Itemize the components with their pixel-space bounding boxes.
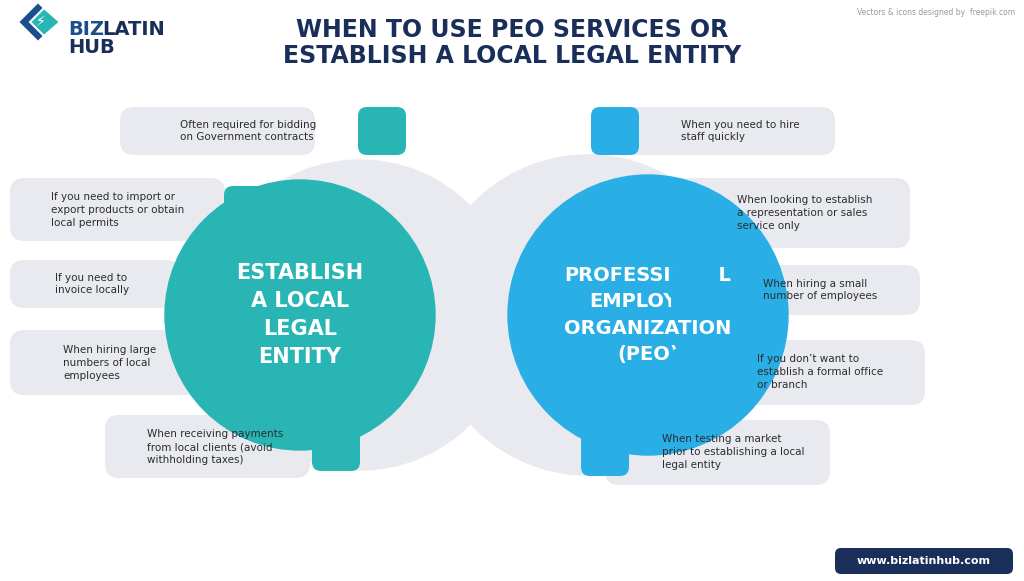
FancyBboxPatch shape xyxy=(651,189,699,237)
FancyBboxPatch shape xyxy=(671,266,719,314)
Polygon shape xyxy=(18,2,58,42)
Circle shape xyxy=(428,155,748,475)
FancyBboxPatch shape xyxy=(10,260,180,308)
Text: ESTABLISH A LOCAL LEGAL ENTITY: ESTABLISH A LOCAL LEGAL ENTITY xyxy=(283,44,741,68)
Circle shape xyxy=(508,175,788,455)
Text: HUB: HUB xyxy=(68,38,115,57)
Text: When receiving payments
from local clients (avoid
withholding taxes): When receiving payments from local clien… xyxy=(146,429,283,465)
Text: Vectors & icons designed by  freepik.com: Vectors & icons designed by freepik.com xyxy=(857,8,1015,17)
Text: www.bizlatinhub.com: www.bizlatinhub.com xyxy=(857,556,991,566)
FancyBboxPatch shape xyxy=(176,260,224,308)
Text: BIZ: BIZ xyxy=(68,20,104,39)
Circle shape xyxy=(205,160,515,470)
Text: When looking to establish
a representation or sales
service only: When looking to establish a representati… xyxy=(737,195,872,231)
FancyBboxPatch shape xyxy=(605,420,830,485)
FancyBboxPatch shape xyxy=(835,548,1013,574)
FancyBboxPatch shape xyxy=(358,107,406,155)
Text: When testing a market
prior to establishing a local
legal entity: When testing a market prior to establish… xyxy=(662,434,804,470)
FancyBboxPatch shape xyxy=(591,107,639,155)
FancyBboxPatch shape xyxy=(10,330,205,395)
Polygon shape xyxy=(30,8,60,36)
FancyBboxPatch shape xyxy=(120,107,315,155)
FancyBboxPatch shape xyxy=(675,178,910,248)
Text: When hiring large
numbers of local
employees: When hiring large numbers of local emplo… xyxy=(63,345,157,381)
FancyBboxPatch shape xyxy=(312,423,360,471)
Text: If you need to import or
export products or obtain
local permits: If you need to import or export products… xyxy=(51,192,184,228)
FancyBboxPatch shape xyxy=(695,265,920,315)
Text: ⚡: ⚡ xyxy=(36,15,46,29)
Text: PROFESSIONAL
EMPLOYER
ORGANIZATION
(PEO): PROFESSIONAL EMPLOYER ORGANIZATION (PEO) xyxy=(564,266,732,364)
FancyBboxPatch shape xyxy=(615,107,835,155)
Text: WHEN TO USE PEO SERVICES OR: WHEN TO USE PEO SERVICES OR xyxy=(296,18,728,42)
Text: When you need to hire
staff quickly: When you need to hire staff quickly xyxy=(681,120,800,142)
Text: ESTABLISH
A LOCAL
LEGAL
ENTITY: ESTABLISH A LOCAL LEGAL ENTITY xyxy=(237,263,364,367)
FancyBboxPatch shape xyxy=(224,186,272,234)
FancyBboxPatch shape xyxy=(201,339,249,387)
FancyBboxPatch shape xyxy=(581,428,629,476)
Circle shape xyxy=(165,180,435,450)
Text: LATIN: LATIN xyxy=(102,20,165,39)
FancyBboxPatch shape xyxy=(10,178,225,241)
Text: Often required for bidding
on Government contracts: Often required for bidding on Government… xyxy=(180,120,316,142)
Text: If you need to
invoice locally: If you need to invoice locally xyxy=(55,272,129,295)
FancyBboxPatch shape xyxy=(105,415,310,478)
Text: If you don’t want to
establish a formal office
or branch: If you don’t want to establish a formal … xyxy=(757,354,883,390)
FancyBboxPatch shape xyxy=(695,340,925,405)
FancyBboxPatch shape xyxy=(671,348,719,396)
Text: When hiring a small
number of employees: When hiring a small number of employees xyxy=(763,279,878,302)
